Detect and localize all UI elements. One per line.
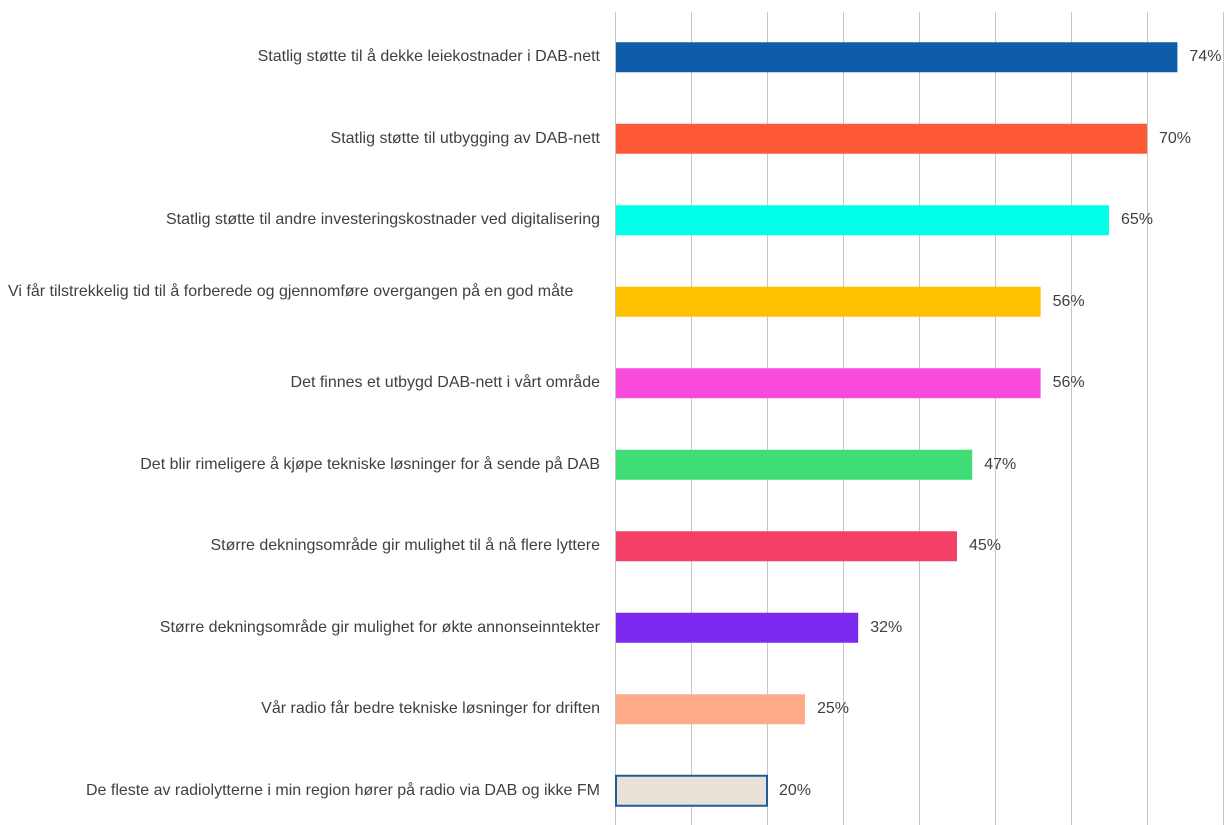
bar <box>616 368 1041 399</box>
data-label: 32% <box>870 618 903 636</box>
data-label: 56% <box>1052 374 1085 392</box>
bar <box>615 774 768 807</box>
category-label: Vi får tilstrekkelig tid til å forberede… <box>8 282 574 300</box>
bar <box>616 286 1041 317</box>
data-label: 70% <box>1159 129 1192 147</box>
data-label: 45% <box>969 537 1002 555</box>
data-label: 25% <box>817 700 850 718</box>
category-label: Det finnes et utbygd DAB-nett i vårt omr… <box>290 374 600 392</box>
bar <box>616 205 1109 236</box>
category-label: Vår radio får bedre tekniske løsninger f… <box>261 700 600 718</box>
data-label: 56% <box>1052 292 1085 310</box>
category-label: Større dekningsområde gir mulighet til å… <box>210 537 600 555</box>
data-label: 47% <box>984 455 1017 473</box>
category-label: Statlig støtte til utbygging av DAB-nett <box>330 129 600 147</box>
bar <box>616 123 1147 154</box>
category-label: Større dekningsområde gir mulighet for ø… <box>159 618 600 636</box>
category-label: Statlig støtte til andre investeringskos… <box>166 211 600 229</box>
data-label: 65% <box>1121 211 1154 229</box>
bar <box>616 449 973 480</box>
category-label: Det blir rimeligere å kjøpe tekniske løs… <box>140 455 600 473</box>
category-label: De fleste av radiolytterne i min region … <box>86 781 600 799</box>
bar <box>616 42 1178 73</box>
data-label: 20% <box>779 781 812 799</box>
data-label: 74% <box>1189 48 1222 66</box>
bar <box>616 694 805 725</box>
category-label: Statlig støtte til å dekke leiekostnader… <box>257 48 600 66</box>
bar <box>616 612 859 643</box>
bar <box>616 531 957 562</box>
